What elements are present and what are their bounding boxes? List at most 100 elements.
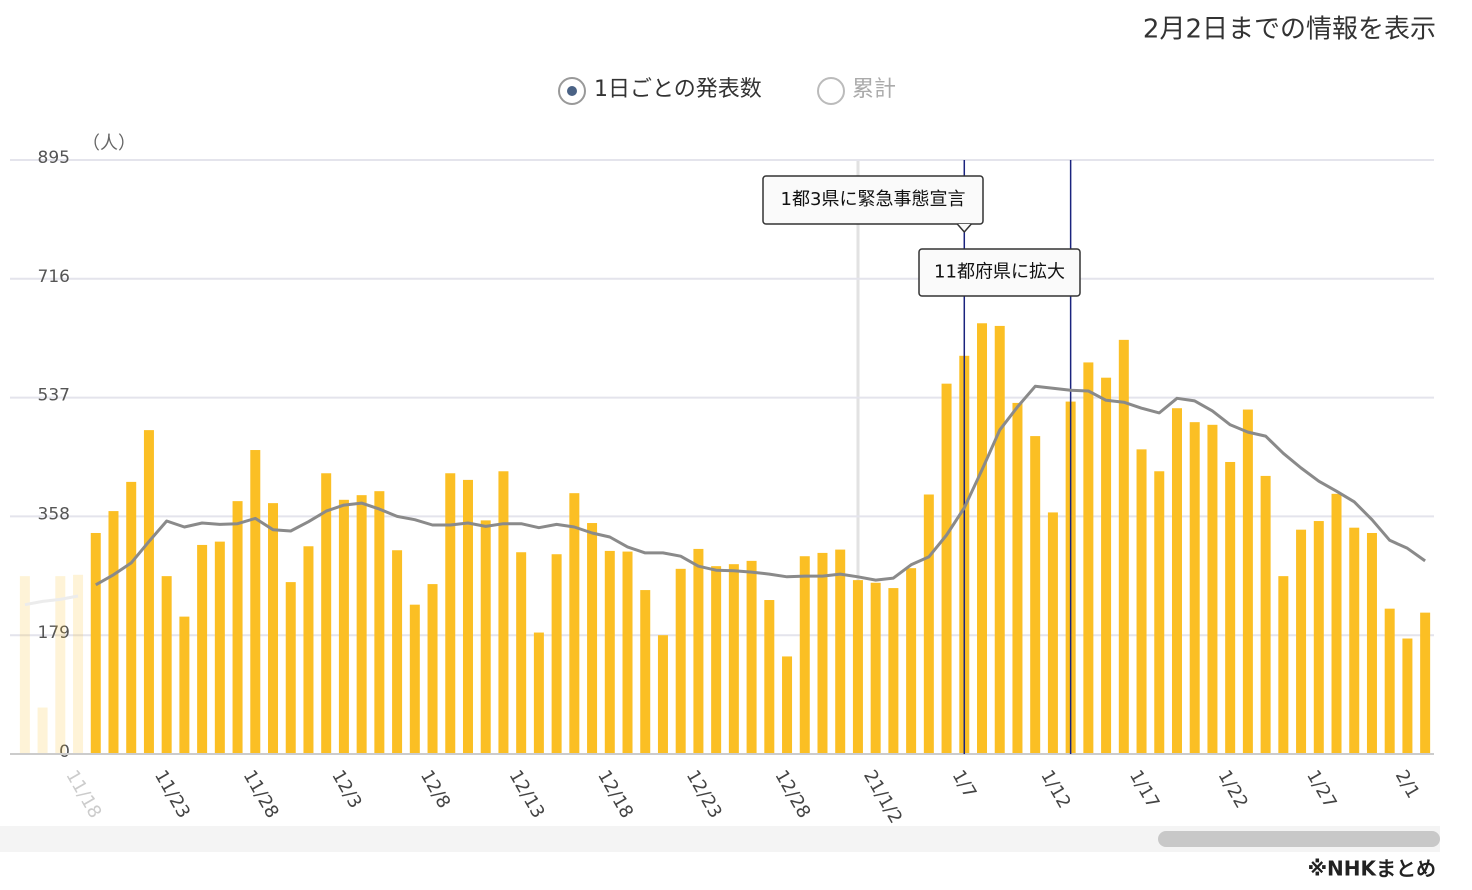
x-tick-label: 1/27 <box>1302 767 1340 813</box>
x-tick-label: 1/22 <box>1214 767 1252 813</box>
bar <box>711 566 722 754</box>
toggle-label[interactable]: 1日ごとの発表数 <box>594 77 762 102</box>
bar <box>817 552 828 754</box>
bar <box>73 574 84 754</box>
bar <box>90 532 101 754</box>
bar <box>888 588 899 754</box>
bar <box>1225 461 1236 754</box>
x-tick-label: 12/23 <box>682 767 726 822</box>
x-tick-label: 12/18 <box>593 767 637 822</box>
toggle-daily[interactable]: 1日ごとの発表数 <box>558 77 762 105</box>
bar <box>303 546 314 754</box>
bar <box>409 604 420 754</box>
y-tick-label: 0 <box>59 742 70 762</box>
bar <box>551 554 562 754</box>
bar <box>1047 512 1058 754</box>
bar <box>1366 532 1377 754</box>
bar <box>782 656 793 754</box>
bar <box>693 548 704 754</box>
bar <box>533 632 544 754</box>
bar <box>143 430 154 754</box>
bar <box>268 503 279 754</box>
bar <box>728 564 739 754</box>
bar <box>1384 608 1395 754</box>
bar <box>250 450 261 754</box>
bar <box>587 523 598 754</box>
toggle-total[interactable]: 累計 <box>817 77 896 105</box>
x-tick-label: 2/1 <box>1391 767 1424 803</box>
bar <box>1171 408 1182 754</box>
annotation-box <box>918 248 1081 297</box>
bar <box>1118 339 1129 754</box>
y-tick-label: 537 <box>38 386 70 406</box>
bar <box>197 544 208 754</box>
bar <box>1030 436 1041 754</box>
y-tick-label: 716 <box>38 267 70 287</box>
toggle-label[interactable]: 累計 <box>852 77 896 102</box>
y-tick-label: 358 <box>38 504 70 524</box>
bar <box>994 325 1005 754</box>
x-tick-label: 11/23 <box>150 767 194 822</box>
bar <box>37 707 48 754</box>
y-tick-label: 179 <box>38 623 70 643</box>
bar <box>1402 638 1413 754</box>
bar <box>1296 529 1307 754</box>
x-tick-label: 1/7 <box>948 767 981 803</box>
x-tick-label: 11/28 <box>239 767 283 822</box>
scroll-thumb[interactable] <box>1158 831 1440 847</box>
bar <box>232 501 243 754</box>
bar <box>285 582 296 754</box>
bar <box>1242 409 1253 754</box>
bar <box>55 576 66 754</box>
bar <box>1012 402 1023 754</box>
bar <box>1101 377 1112 754</box>
bar <box>445 473 456 754</box>
bar <box>1331 493 1342 754</box>
annotation-box <box>762 175 984 225</box>
average-line <box>95 384 1426 587</box>
x-tick-label: 12/28 <box>770 767 814 822</box>
annotation: 11都府県に拡大 <box>934 262 1065 283</box>
bar <box>1349 527 1360 754</box>
x-tick-label: 12/3 <box>327 767 365 813</box>
bar <box>1189 422 1200 754</box>
bar <box>19 576 30 754</box>
bar <box>462 479 473 754</box>
bar <box>906 568 917 754</box>
bar <box>923 494 934 754</box>
bar <box>1154 471 1165 754</box>
x-tick-label: 12/13 <box>505 767 549 822</box>
bar <box>427 584 438 754</box>
bar <box>746 560 757 754</box>
bar <box>622 551 633 754</box>
bar <box>356 495 367 754</box>
bar <box>1278 576 1289 754</box>
bar <box>214 541 225 754</box>
bar <box>179 616 190 754</box>
bar <box>498 471 509 754</box>
bar <box>1207 424 1218 754</box>
x-tick-label: 1/17 <box>1125 767 1163 813</box>
bar <box>870 582 881 754</box>
bar <box>835 549 846 754</box>
bar <box>640 590 651 754</box>
bar <box>126 481 137 754</box>
bar <box>338 499 349 754</box>
source: ※NHKまとめ <box>1308 857 1436 881</box>
bar <box>569 493 580 754</box>
bar <box>161 576 172 754</box>
bar <box>1083 362 1094 754</box>
bar <box>852 580 863 754</box>
annotation: 1都3県に緊急事態宣言 <box>781 189 966 210</box>
bar <box>480 520 491 754</box>
bar <box>1420 612 1431 754</box>
bar <box>374 491 385 754</box>
bar <box>675 568 686 754</box>
x-tick-label: 12/8 <box>416 767 454 813</box>
bar <box>604 550 615 754</box>
bar <box>1136 449 1147 754</box>
bar <box>1260 475 1271 754</box>
average-line-faded <box>24 594 79 607</box>
annotation-pointer <box>956 223 972 234</box>
